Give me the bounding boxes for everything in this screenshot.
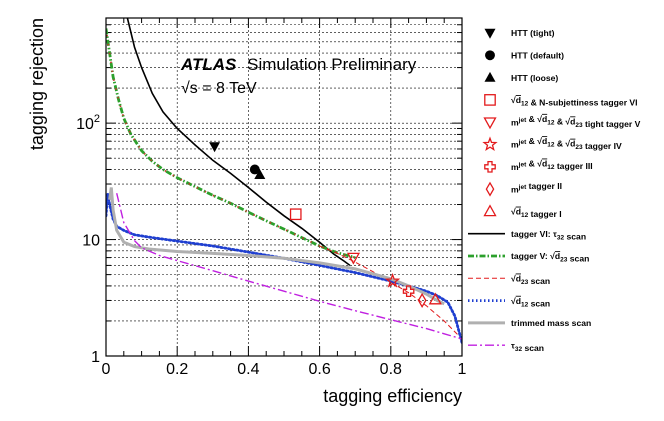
series-line <box>319 245 462 340</box>
series-line <box>116 193 462 340</box>
legend-label: √d23 scan <box>511 274 550 287</box>
legend-label: mjet & √d12 tagger III <box>511 159 593 173</box>
curve-group <box>106 18 462 345</box>
x-tick-label: 0.4 <box>237 361 259 378</box>
series-curves <box>106 18 462 345</box>
marker-point <box>249 164 260 175</box>
legend-marker <box>485 50 495 61</box>
x-tick-label: 0.6 <box>308 361 330 378</box>
legend-label: √d12 scan <box>511 296 550 309</box>
plot-frame <box>105 17 463 357</box>
marker-point <box>402 285 415 298</box>
tick-labels: 0 0.2 0.4 0.6 0.8 1 1 10 102 <box>76 113 466 378</box>
atlas-label: ATLAS <box>180 55 237 74</box>
y-tick-label: 102 <box>76 113 100 133</box>
energy-label: √s = 8 TeV <box>181 80 257 97</box>
series-line <box>108 187 445 306</box>
legend: HTT (tight) HTT (default) HTT (loose) √d12 … <box>468 28 641 353</box>
legend-marker <box>482 136 498 151</box>
legend-marker <box>483 117 497 130</box>
legend-marker <box>483 204 497 217</box>
marker-point <box>254 169 266 179</box>
legend-marker <box>484 94 496 106</box>
legend-label: mjet tagger II <box>511 181 562 195</box>
title-rest: Simulation Preliminary <box>247 55 417 74</box>
marker-point <box>428 292 442 305</box>
marker-point <box>346 252 361 265</box>
legend-label: trimmed mass scan <box>511 318 591 328</box>
y-tick-label: 10 <box>82 233 100 250</box>
series-line <box>126 18 351 267</box>
legend-label: HTT (loose) <box>511 73 558 83</box>
x-tick-label: 1 <box>458 361 467 378</box>
grid-lines <box>106 18 462 356</box>
legend-marker <box>484 160 496 173</box>
y-axis-label: tagging rejection <box>27 18 47 150</box>
legend-label: mjet & √d12 & √d23 tagger IV <box>511 136 622 151</box>
legend-label: τ32 scan <box>511 340 544 353</box>
legend-marker <box>484 71 496 82</box>
legend-marker <box>485 181 495 197</box>
x-tick-label: 0.2 <box>166 361 188 378</box>
y-tick-label: 1 <box>91 349 100 366</box>
atlas-title: ATLAS Simulation Preliminary <box>180 55 417 74</box>
legend-marker <box>484 28 496 39</box>
legend-label: HTT (tight) <box>511 28 555 38</box>
x-axis-label: tagging efficiency <box>323 386 462 406</box>
legend-label: tagger VI: τ32 scan <box>511 229 586 242</box>
legend-label: √d12 tagger I <box>511 207 562 220</box>
marker-point <box>417 292 427 308</box>
legend-label: mjet & √d12 & √d23 tight tagger V <box>511 114 641 129</box>
marker-point <box>384 272 401 288</box>
marker-point <box>289 208 302 221</box>
point-markers <box>209 142 442 308</box>
legend-label: tagger V: √d23 scan <box>511 251 589 264</box>
x-tick-label: 0 <box>102 361 111 378</box>
legend-label: HTT (default) <box>511 51 564 61</box>
marker-point <box>209 142 220 153</box>
x-tick-label: 0.8 <box>380 361 402 378</box>
legend-label: √d12 & N-subjettiness tagger VI <box>511 95 638 108</box>
